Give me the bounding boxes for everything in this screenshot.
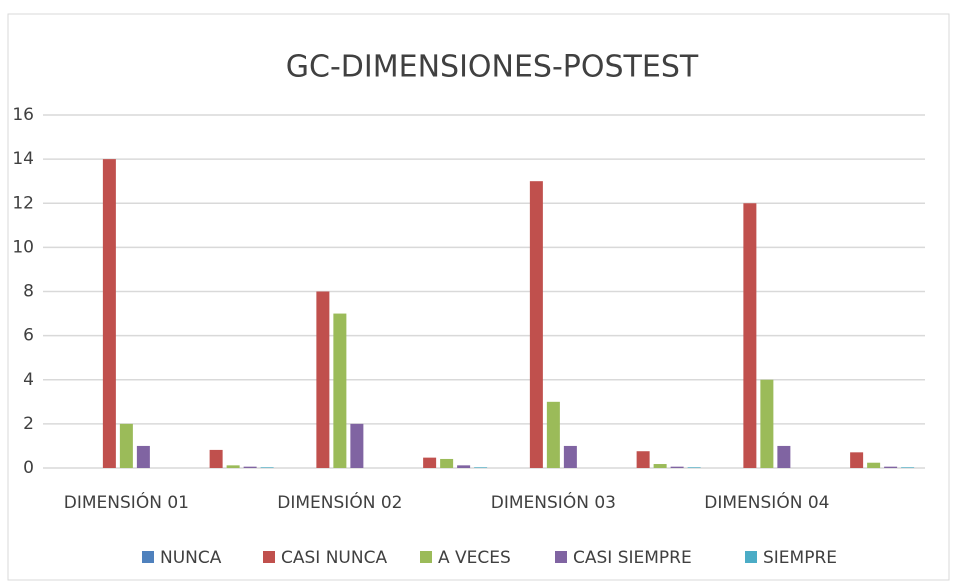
chart-border bbox=[7, 13, 950, 581]
bar bbox=[743, 203, 757, 468]
legend-label: A VECES bbox=[438, 548, 511, 568]
bar bbox=[670, 466, 684, 468]
bar bbox=[209, 449, 223, 468]
chart-title: GC-DIMENSIONES-POSTEST bbox=[286, 50, 699, 85]
bar bbox=[260, 467, 274, 468]
bar bbox=[226, 465, 240, 468]
bar bbox=[563, 445, 577, 468]
bar bbox=[457, 465, 471, 468]
bar bbox=[636, 451, 650, 468]
y-tick-label: 4 bbox=[23, 370, 34, 390]
bar bbox=[243, 466, 257, 468]
x-tick-label: DIMENSIÓN 01 bbox=[64, 491, 189, 513]
x-tick-label: DIMENSIÓN 03 bbox=[491, 491, 616, 513]
bar bbox=[102, 159, 116, 468]
bar bbox=[760, 379, 774, 468]
y-tick-label: 10 bbox=[12, 237, 34, 257]
bar bbox=[350, 423, 364, 468]
legend-swatch bbox=[420, 551, 432, 563]
bar bbox=[440, 458, 454, 468]
legend-swatch bbox=[263, 551, 275, 563]
bar bbox=[653, 464, 667, 468]
legend-label: NUNCA bbox=[160, 548, 222, 568]
x-tick-label: DIMENSIÓN 04 bbox=[704, 491, 829, 513]
bar bbox=[136, 445, 150, 468]
legend-label: SIEMPRE bbox=[763, 548, 837, 568]
bar bbox=[687, 467, 701, 468]
bar bbox=[316, 291, 330, 468]
y-tick-label: 6 bbox=[23, 326, 34, 346]
legend-label: CASI NUNCA bbox=[281, 548, 387, 568]
y-tick-label: 8 bbox=[23, 282, 34, 302]
bar bbox=[529, 181, 543, 468]
bar bbox=[867, 462, 881, 468]
x-tick-label: DIMENSIÓN 02 bbox=[277, 491, 402, 513]
y-tick-label: 0 bbox=[23, 458, 34, 478]
bar bbox=[850, 452, 864, 468]
bar bbox=[119, 423, 133, 468]
bar bbox=[474, 467, 488, 468]
legend-swatch bbox=[555, 551, 567, 563]
bar bbox=[777, 445, 791, 468]
y-tick-label: 14 bbox=[12, 149, 34, 169]
bar bbox=[884, 466, 898, 468]
bar bbox=[333, 313, 347, 468]
bar bbox=[546, 401, 560, 468]
legend-label: CASI SIEMPRE bbox=[573, 548, 692, 568]
y-tick-label: 16 bbox=[12, 105, 34, 125]
legend-swatch bbox=[745, 551, 757, 563]
bar bbox=[901, 467, 915, 468]
bar bbox=[423, 457, 437, 468]
y-tick-label: 12 bbox=[12, 193, 34, 213]
legend-swatch bbox=[142, 551, 154, 563]
y-tick-label: 2 bbox=[23, 414, 34, 434]
